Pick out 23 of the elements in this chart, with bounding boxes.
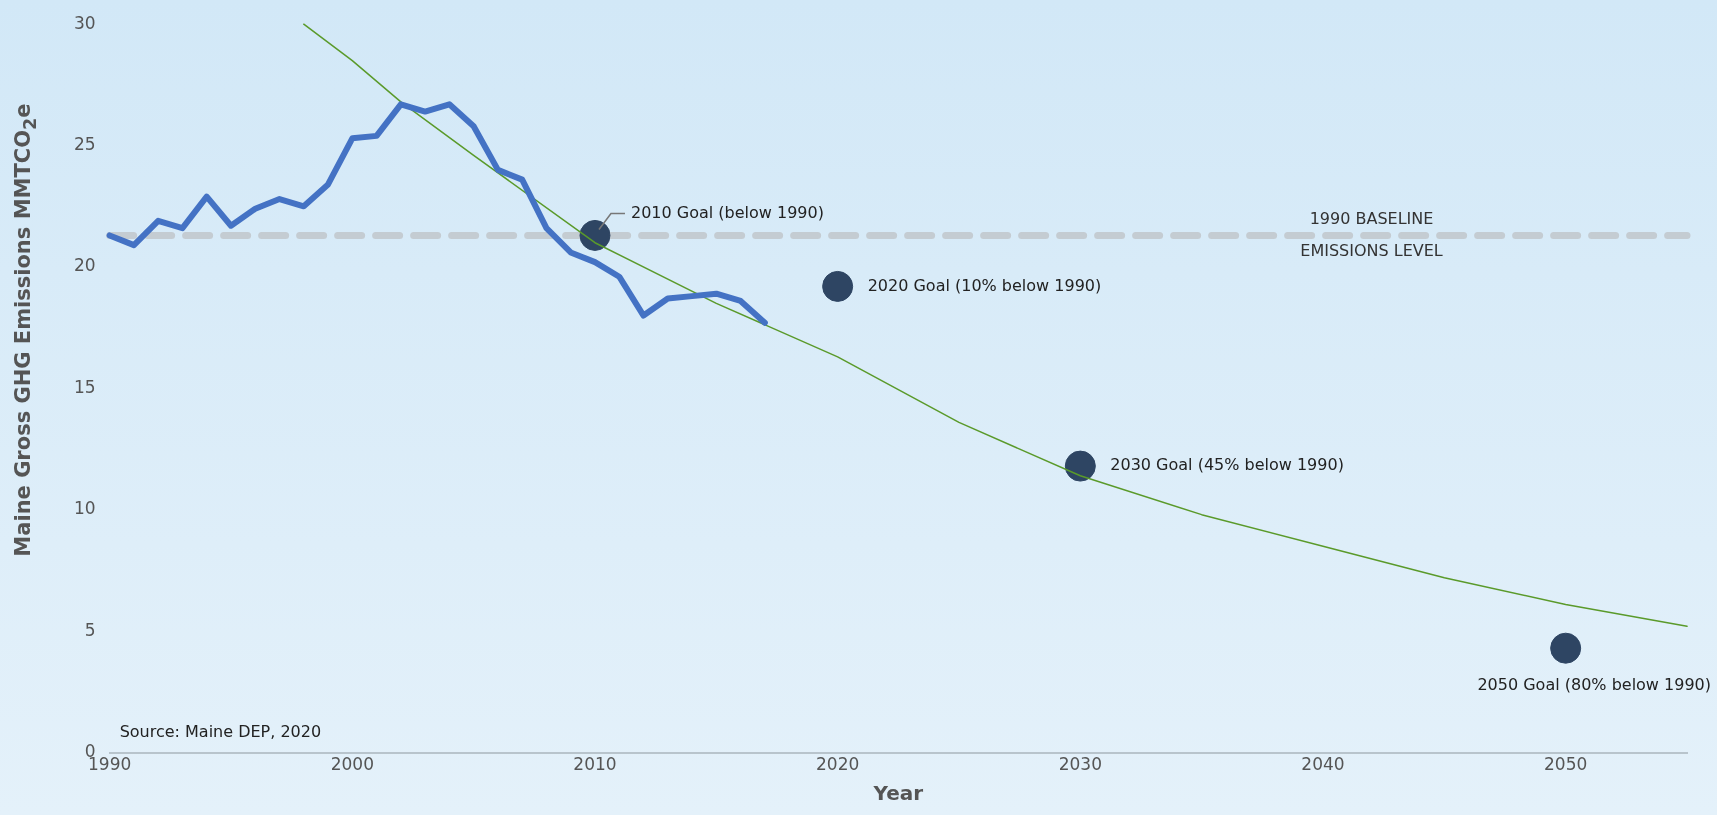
point (1064, 450, 1096, 482)
point (579, 219, 611, 251)
annotation: 2030 Goal (45% below 1990) (1110, 455, 1344, 475)
x-tick-label: 2030 (1058, 754, 1102, 775)
annotation: Source: Maine DEP, 2020 (119, 721, 322, 741)
y-tick-label: 30 (73, 12, 96, 33)
point (1550, 632, 1582, 664)
annotation: 2010 Goal (below 1990) (630, 202, 824, 222)
ref-line-label: 1990 BASELINE EMISSIONS LEVEL (1300, 208, 1443, 260)
x-axis-title: Year (872, 781, 924, 806)
annotation: 2050 Goal (80% below 1990) (1477, 675, 1711, 695)
y-tick-label: 20 (73, 255, 96, 276)
y-tick-label: 15 (73, 376, 96, 397)
x-tick-label: 2010 (573, 754, 617, 775)
x-tick-label: 2040 (1301, 754, 1345, 775)
y-tick-label: 25 (73, 134, 96, 155)
annotation: 2020 Goal (10% below 1990) (867, 275, 1102, 295)
x-tick-label: 2020 (816, 754, 860, 775)
point (822, 270, 854, 302)
y-tick-label: 5 (84, 619, 96, 640)
x-tick-label: 2050 (1544, 754, 1588, 775)
y-tick-label: 10 (73, 498, 96, 519)
x-tick-label: 2000 (330, 754, 374, 775)
